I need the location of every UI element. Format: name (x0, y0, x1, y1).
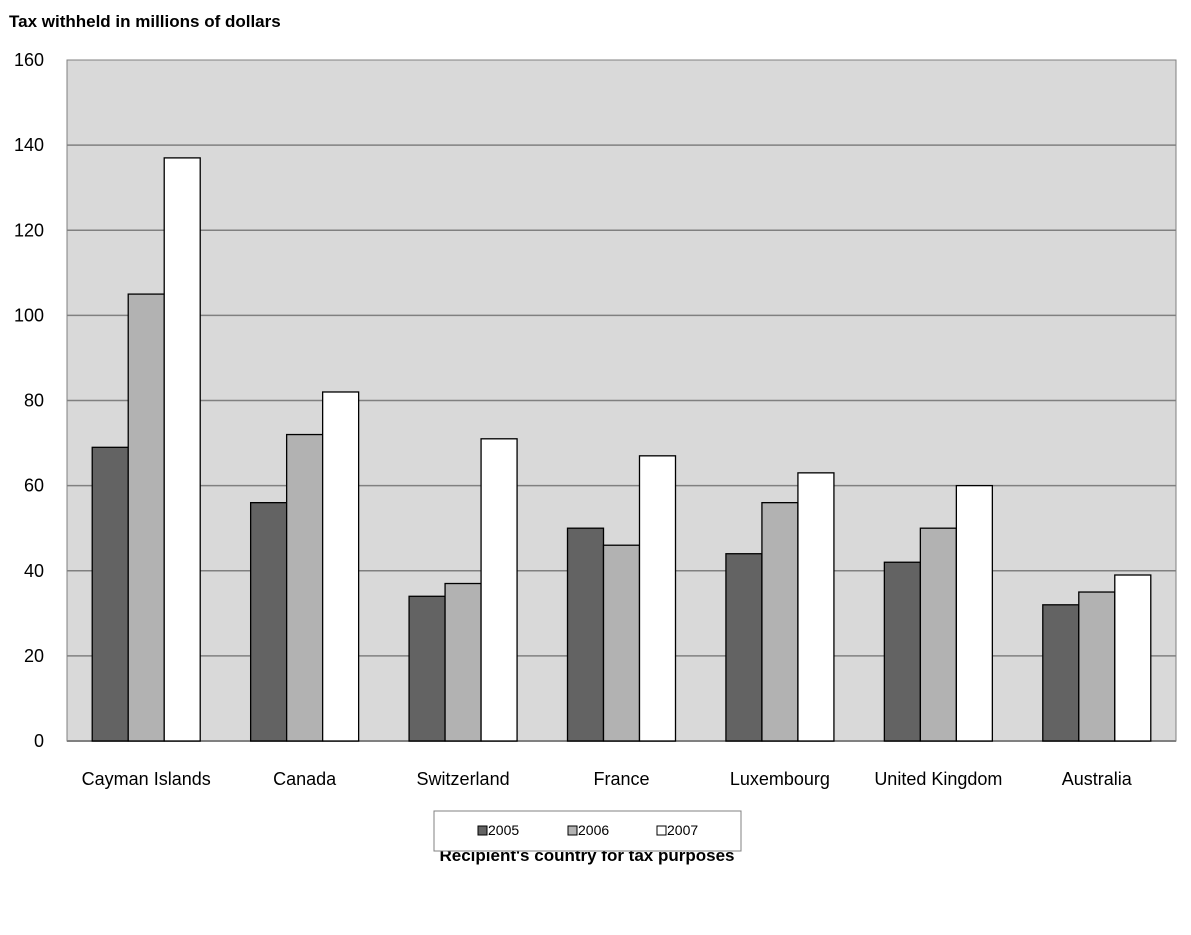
x-category-label: Australia (1062, 769, 1133, 789)
y-tick-label: 120 (14, 220, 44, 240)
bar-2007-france (638, 455, 677, 742)
bar-2007-australia (1114, 574, 1152, 742)
bar-2005-switzerland (408, 595, 446, 742)
bar-2006-cayman-islands (127, 293, 165, 742)
y-tick-label: 20 (24, 646, 44, 666)
x-category-label: Luxembourg (730, 769, 830, 789)
y-tick-label: 80 (24, 391, 44, 411)
bar-2005-luxembourg (725, 553, 763, 742)
bar-2005-australia (1042, 604, 1080, 742)
bar-2006-switzerland (444, 582, 482, 742)
legend-label-2005: 2005 (488, 822, 519, 838)
bar-2005-cayman-islands (91, 446, 129, 742)
bar-2006-luxembourg (761, 501, 799, 742)
bar-2007-luxembourg (797, 472, 835, 742)
y-tick-label: 0 (34, 731, 44, 751)
y-tick-label: 60 (24, 476, 44, 496)
y-tick-label: 160 (14, 50, 44, 70)
x-category-label: France (593, 769, 649, 789)
bar-2007-canada (321, 391, 360, 742)
bar-2007-united-kingdom (955, 484, 994, 742)
y-tick-label: 140 (14, 135, 44, 155)
legend-label-2007: 2007 (667, 822, 698, 838)
bar-2005-france (566, 527, 605, 742)
bar-2005-canada (249, 501, 288, 742)
x-category-label: Canada (273, 769, 337, 789)
bar-2007-cayman-islands (163, 157, 201, 742)
x-category-label: Cayman Islands (82, 769, 211, 789)
y-tick-label: 40 (24, 561, 44, 581)
bar-2006-france (602, 544, 641, 742)
y-axis-ticks: 0 20 40 60 80 100 120 140 160 (14, 50, 44, 751)
x-axis-categories: Cayman Islands Canada Switzerland France Lux… (82, 769, 1133, 789)
bar-2007-switzerland (480, 438, 518, 742)
x-category-label: Switzerland (417, 769, 510, 789)
bar-2006-australia (1078, 591, 1116, 742)
legend-swatch-2007 (656, 825, 667, 836)
y-tick-label: 100 (14, 305, 44, 325)
bar-2006-united-kingdom (919, 527, 958, 742)
bar-2006-canada (285, 433, 324, 742)
x-category-label: United Kingdom (874, 769, 1002, 789)
legend-swatch-2006 (567, 825, 578, 836)
legend-label-2006: 2006 (578, 822, 609, 838)
legend: 2005 2006 2007 (433, 810, 742, 852)
legend-swatch-2005 (477, 825, 488, 836)
y-axis-title: Tax withheld in millions of dollars (9, 12, 281, 31)
bars (91, 157, 1152, 742)
bar-2005-united-kingdom (883, 561, 922, 742)
